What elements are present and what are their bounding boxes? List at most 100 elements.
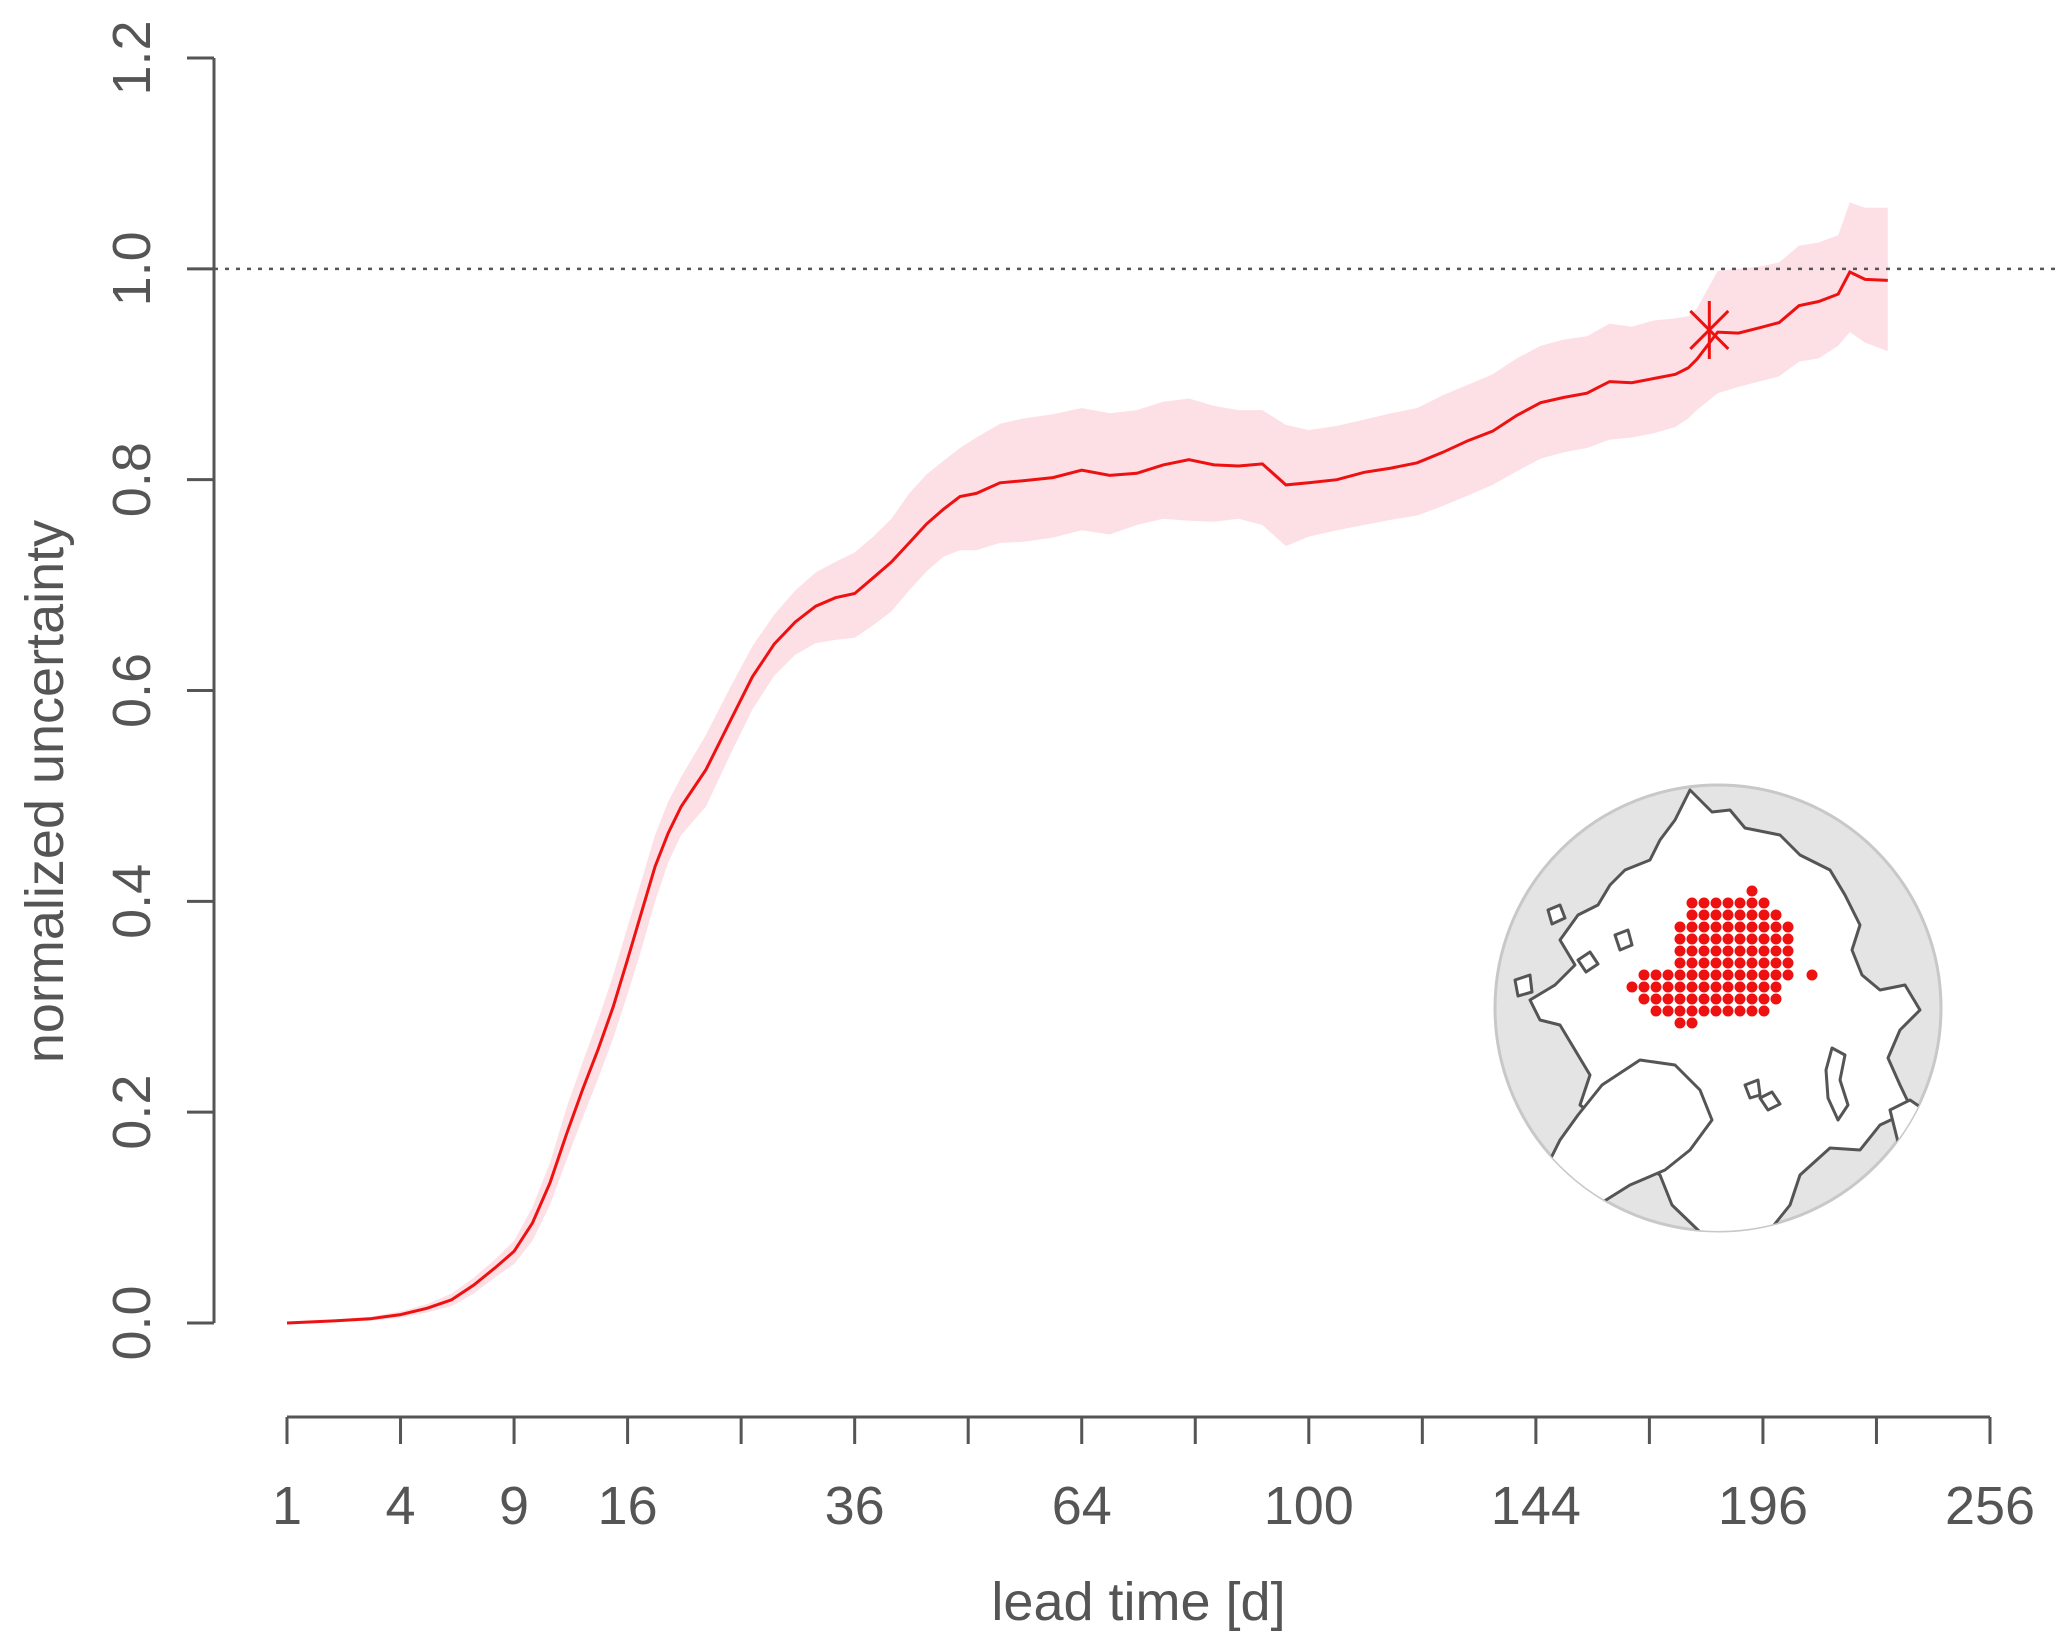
region-dot (1686, 957, 1698, 969)
region-dot (1782, 933, 1794, 945)
inset-map (1493, 783, 1943, 1233)
region-dot (1710, 993, 1722, 1005)
region-dot (1638, 969, 1650, 981)
region-dot (1710, 957, 1722, 969)
region-dot (1770, 981, 1782, 993)
region-dot (1650, 969, 1662, 981)
region-dot (1674, 957, 1686, 969)
region-dot (1758, 921, 1770, 933)
region-dot (1746, 933, 1758, 945)
region-dot (1710, 897, 1722, 909)
region-dot (1722, 909, 1734, 921)
region-dot (1710, 969, 1722, 981)
region-dot (1746, 957, 1758, 969)
uncertainty-band (287, 202, 1888, 1323)
region-dot (1758, 1005, 1770, 1017)
region-dot (1770, 969, 1782, 981)
region-dot (1698, 897, 1710, 909)
region-dot (1770, 909, 1782, 921)
region-dot (1674, 921, 1686, 933)
region-dot (1746, 969, 1758, 981)
region-dot (1734, 957, 1746, 969)
region-dot (1782, 921, 1794, 933)
region-dot (1698, 969, 1710, 981)
region-dot (1674, 981, 1686, 993)
region-dot (1770, 945, 1782, 957)
region-dot (1758, 969, 1770, 981)
region-dot (1698, 993, 1710, 1005)
region-dot (1674, 993, 1686, 1005)
region-dot (1734, 945, 1746, 957)
region-dot (1698, 909, 1710, 921)
region-dot (1746, 897, 1758, 909)
land-shape (1868, 1158, 1937, 1231)
region-dot (1722, 993, 1734, 1005)
y-tick-label: 0.8 (102, 442, 162, 517)
region-dot (1806, 969, 1818, 981)
region-dot (1662, 969, 1674, 981)
region-dot (1782, 957, 1794, 969)
y-tick-label: 0.4 (102, 864, 162, 939)
region-dot (1746, 1005, 1758, 1017)
region-dot (1722, 1005, 1734, 1017)
region-dot (1686, 909, 1698, 921)
region-dot (1698, 981, 1710, 993)
region-dot (1722, 957, 1734, 969)
region-dot (1722, 933, 1734, 945)
y-tick-label: 0.0 (102, 1285, 162, 1360)
x-tick-label: 36 (825, 1476, 885, 1536)
region-dot (1686, 933, 1698, 945)
land-shape (1513, 973, 1534, 998)
region-dot (1662, 993, 1674, 1005)
region-dot (1710, 945, 1722, 957)
region-dot (1626, 981, 1638, 993)
land-shape (1888, 1098, 1941, 1162)
y-tick-label: 0.2 (102, 1075, 162, 1150)
region-dot (1710, 933, 1722, 945)
region-dot (1758, 909, 1770, 921)
x-tick-label: 100 (1264, 1476, 1354, 1536)
region-dot (1674, 933, 1686, 945)
region-dot (1746, 885, 1758, 897)
land-shape (1743, 1078, 1762, 1100)
asterisk-marker (1689, 300, 1730, 359)
y-tick-label: 0.6 (102, 653, 162, 728)
region-dot (1686, 1017, 1698, 1029)
x-tick-label: 4 (386, 1476, 416, 1536)
region-dot (1770, 933, 1782, 945)
region-dot (1746, 909, 1758, 921)
region-dot (1650, 1005, 1662, 1017)
region-dot (1698, 945, 1710, 957)
region-dot (1782, 969, 1794, 981)
region-dot (1710, 909, 1722, 921)
region-dot (1734, 897, 1746, 909)
region-dot (1686, 1005, 1698, 1017)
region-dot (1722, 897, 1734, 909)
region-dot (1686, 897, 1698, 909)
region-dot (1758, 933, 1770, 945)
region-dot (1686, 921, 1698, 933)
region-dot (1638, 993, 1650, 1005)
x-tick-label: 196 (1718, 1476, 1808, 1536)
region-dot (1734, 981, 1746, 993)
region-dot (1734, 993, 1746, 1005)
region-dot (1734, 1005, 1746, 1017)
region-dot (1698, 933, 1710, 945)
region-dot (1722, 945, 1734, 957)
series-line (286, 270, 1888, 1325)
land-shape (1543, 1058, 1714, 1207)
y-tick-label: 1.2 (102, 20, 162, 95)
region-dot (1746, 945, 1758, 957)
region-dot (1782, 945, 1794, 957)
x-tick-label: 9 (499, 1476, 529, 1536)
x-axis-title: lead time [d] (991, 1572, 1285, 1632)
region-dot (1758, 993, 1770, 1005)
axes: 0.0 0.2 0.4 0.6 0.8 1.0 1.2 normalized uncertai… (15, 20, 2035, 1632)
region-dot (1686, 969, 1698, 981)
land-shape (1546, 903, 1567, 926)
region-dot (1770, 957, 1782, 969)
region-dot (1674, 1017, 1686, 1029)
region-dot (1734, 909, 1746, 921)
region-dot (1698, 921, 1710, 933)
region-dot (1686, 993, 1698, 1005)
